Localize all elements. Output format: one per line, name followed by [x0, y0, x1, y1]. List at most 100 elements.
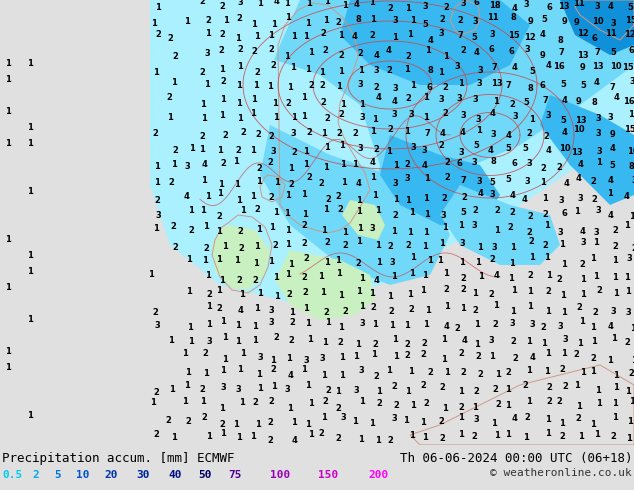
- Text: 1: 1: [318, 272, 324, 281]
- Text: 1: 1: [505, 430, 511, 440]
- Text: 2: 2: [387, 125, 393, 134]
- Text: 1: 1: [216, 227, 222, 237]
- Text: 4: 4: [579, 227, 585, 237]
- Text: 3: 3: [491, 244, 497, 252]
- Text: 1: 1: [392, 336, 398, 344]
- Text: 2: 2: [172, 147, 178, 155]
- Text: 1: 1: [250, 147, 256, 155]
- Text: 1: 1: [410, 401, 416, 411]
- Text: 1: 1: [353, 352, 359, 362]
- Text: 4: 4: [353, 0, 359, 9]
- Text: 1: 1: [171, 434, 177, 442]
- Text: 1: 1: [5, 59, 11, 69]
- Text: 1: 1: [386, 367, 392, 375]
- Text: 2: 2: [460, 274, 466, 283]
- Text: 2: 2: [219, 30, 225, 40]
- Text: 1: 1: [407, 30, 413, 40]
- Text: 1: 1: [5, 347, 11, 356]
- Text: 2: 2: [236, 276, 242, 286]
- Text: 5: 5: [529, 68, 535, 76]
- Polygon shape: [212, 225, 270, 290]
- Text: 3: 3: [340, 414, 346, 422]
- Text: 3: 3: [523, 0, 529, 9]
- Text: 2: 2: [235, 147, 241, 155]
- Text: 5: 5: [522, 145, 528, 153]
- Text: 2: 2: [322, 397, 328, 406]
- Text: 2: 2: [320, 98, 326, 107]
- Text: 2: 2: [199, 69, 205, 77]
- Text: 1: 1: [251, 21, 257, 29]
- Text: 1: 1: [595, 387, 601, 395]
- Text: 5: 5: [523, 98, 529, 107]
- Text: 5: 5: [460, 208, 466, 218]
- Text: 4: 4: [510, 192, 516, 200]
- Text: 3: 3: [358, 367, 364, 375]
- Text: 2: 2: [393, 401, 399, 411]
- Text: 2: 2: [270, 61, 276, 71]
- Text: 1: 1: [184, 18, 190, 26]
- Text: 1: 1: [323, 205, 329, 215]
- Text: 1: 1: [200, 206, 206, 216]
- Text: 2: 2: [267, 158, 273, 168]
- Text: 13: 13: [592, 63, 604, 72]
- Text: 4: 4: [576, 174, 582, 183]
- Text: 1: 1: [324, 0, 330, 6]
- Text: 3: 3: [404, 174, 410, 183]
- Text: 1: 1: [407, 228, 413, 238]
- Text: 1: 1: [474, 341, 480, 349]
- Text: 2: 2: [306, 128, 312, 138]
- Text: 1: 1: [321, 414, 327, 422]
- Text: 2: 2: [153, 389, 159, 397]
- Text: 1: 1: [257, 290, 263, 298]
- Text: 2: 2: [288, 180, 294, 190]
- Text: 1: 1: [301, 366, 307, 374]
- Text: 1: 1: [386, 147, 392, 156]
- Text: 2: 2: [386, 67, 392, 75]
- Text: 1: 1: [186, 255, 192, 265]
- Text: 2: 2: [492, 386, 498, 394]
- Text: 2: 2: [219, 2, 225, 11]
- Text: 3: 3: [610, 307, 616, 317]
- Text: 1: 1: [205, 271, 211, 280]
- Text: 5: 5: [541, 16, 547, 24]
- Text: 1: 1: [590, 368, 596, 376]
- Text: 1: 1: [5, 107, 11, 117]
- Text: 2: 2: [324, 239, 330, 247]
- Text: 3: 3: [596, 147, 602, 156]
- Text: 3: 3: [391, 110, 397, 120]
- Text: 4: 4: [506, 131, 512, 141]
- Text: 1: 1: [203, 369, 209, 378]
- Text: 2: 2: [270, 366, 276, 374]
- Text: 1: 1: [203, 222, 209, 231]
- Text: 1: 1: [153, 69, 159, 77]
- Text: 1: 1: [580, 291, 586, 299]
- Text: 4: 4: [274, 0, 280, 6]
- Text: 2: 2: [373, 146, 379, 154]
- Text: 3: 3: [373, 67, 379, 75]
- Text: 1: 1: [425, 306, 431, 316]
- Text: 1: 1: [626, 435, 632, 443]
- Text: 1: 1: [545, 429, 551, 439]
- Text: 2: 2: [540, 165, 546, 173]
- Text: 1: 1: [420, 287, 426, 295]
- Text: 1: 1: [370, 173, 376, 182]
- Text: 2: 2: [507, 223, 513, 232]
- Text: 2: 2: [255, 130, 261, 140]
- Text: 13: 13: [491, 79, 503, 89]
- Text: 3: 3: [626, 254, 632, 264]
- Text: 2: 2: [319, 81, 325, 91]
- Text: 2: 2: [546, 397, 552, 406]
- Text: 1: 1: [301, 191, 307, 199]
- Text: 6: 6: [473, 0, 479, 7]
- Text: 1: 1: [335, 388, 341, 396]
- Text: 2: 2: [342, 242, 348, 250]
- Text: 1: 1: [494, 226, 500, 236]
- Text: 1: 1: [290, 64, 296, 73]
- Text: 1: 1: [336, 270, 342, 278]
- Text: 1: 1: [393, 196, 399, 204]
- Text: 2: 2: [376, 399, 382, 409]
- Text: 1: 1: [285, 241, 291, 249]
- Text: 1: 1: [526, 367, 532, 375]
- Text: 1: 1: [375, 206, 381, 216]
- Text: 2: 2: [323, 308, 329, 318]
